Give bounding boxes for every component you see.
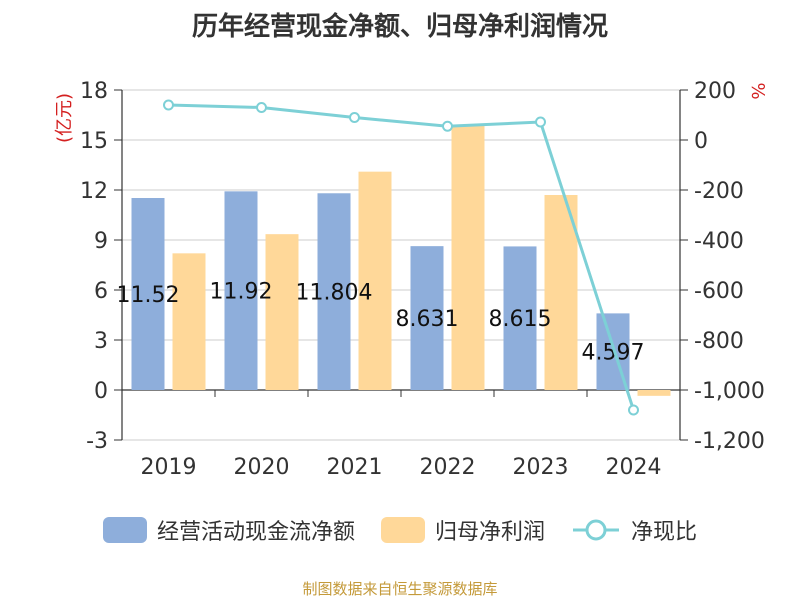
- ratio-line: [168, 103, 635, 411]
- ratio-point: [442, 120, 453, 132]
- right-axis-unit: %: [747, 82, 768, 99]
- chart-title: 历年经营现金净额、归母净利润情况: [191, 12, 608, 42]
- profit-bar: [637, 390, 671, 396]
- left-axis-unit: (亿元): [54, 93, 75, 143]
- right-tick-label: -200: [694, 179, 744, 204]
- legend-item-ratio[interactable]: 净现比: [571, 514, 697, 546]
- cashflow-data-label: 8.631: [396, 307, 459, 332]
- cashflow-data-label: 11.52: [117, 283, 180, 308]
- legend-label-profit: 归母净利润: [434, 520, 545, 545]
- legend-swatch-cashflow: [102, 517, 147, 543]
- right-tick-label: -800: [694, 329, 744, 354]
- left-tick-label: 3: [94, 329, 108, 354]
- left-tick-label: 6: [94, 279, 108, 304]
- ratio-point: [163, 99, 174, 111]
- legend-label-cashflow: 经营活动现金流净额: [156, 520, 355, 545]
- cashflow-data-label: 11.804: [296, 281, 373, 306]
- right-tick-label: -1,200: [694, 429, 765, 454]
- profit-bar: [265, 234, 299, 390]
- category-label: 2021: [327, 455, 383, 480]
- profit-bar: [451, 125, 485, 390]
- cashflow-bar: [224, 191, 258, 390]
- data-source-note: 制图数据来自恒生聚源数据库: [302, 580, 498, 598]
- profit-bar: [544, 195, 578, 390]
- left-tick-label: 12: [80, 179, 108, 204]
- profit-bar: [358, 171, 392, 390]
- right-tick-label: -1,000: [694, 379, 765, 404]
- ratio-point: [349, 112, 360, 123]
- ratio-point: [256, 102, 267, 113]
- category-label: 2019: [141, 455, 197, 480]
- cashflow-bar: [410, 246, 444, 390]
- legend-item-cashflow[interactable]: 经营活动现金流净额: [102, 514, 355, 546]
- profit-bar: [172, 253, 206, 390]
- category-label: 2022: [420, 455, 476, 480]
- legend-swatch-ratio: [573, 519, 619, 541]
- right-tick-label: -400: [694, 229, 744, 254]
- left-tick-label: 9: [94, 229, 108, 254]
- left-tick-label: 0: [94, 379, 108, 404]
- cashflow-bar: [503, 246, 537, 390]
- left-tick-label: 15: [80, 129, 108, 154]
- ratio-point: [535, 116, 546, 128]
- right-tick-label: 0: [694, 129, 708, 154]
- right-tick-label: 200: [694, 79, 736, 104]
- category-label: 2020: [234, 455, 290, 480]
- cashflow-data-label: 8.615: [489, 307, 552, 332]
- cashflow-data-label: 11.92: [210, 280, 273, 305]
- legend-label-ratio: 净现比: [631, 520, 698, 545]
- category-label: 2024: [606, 455, 662, 480]
- legend-swatch-profit: [380, 517, 425, 543]
- left-tick-label: -3: [86, 429, 108, 454]
- left-tick-label: 18: [80, 79, 108, 104]
- legend-item-profit[interactable]: 归母净利润: [380, 514, 545, 546]
- cashflow-bar: [317, 193, 351, 390]
- chart-legend: 经营活动现金流净额 归母净利润 净现比: [0, 514, 800, 546]
- ratio-point: [628, 404, 639, 416]
- category-label: 2023: [513, 455, 569, 480]
- cashflow-bar: [131, 198, 165, 390]
- right-tick-label: -600: [694, 279, 744, 304]
